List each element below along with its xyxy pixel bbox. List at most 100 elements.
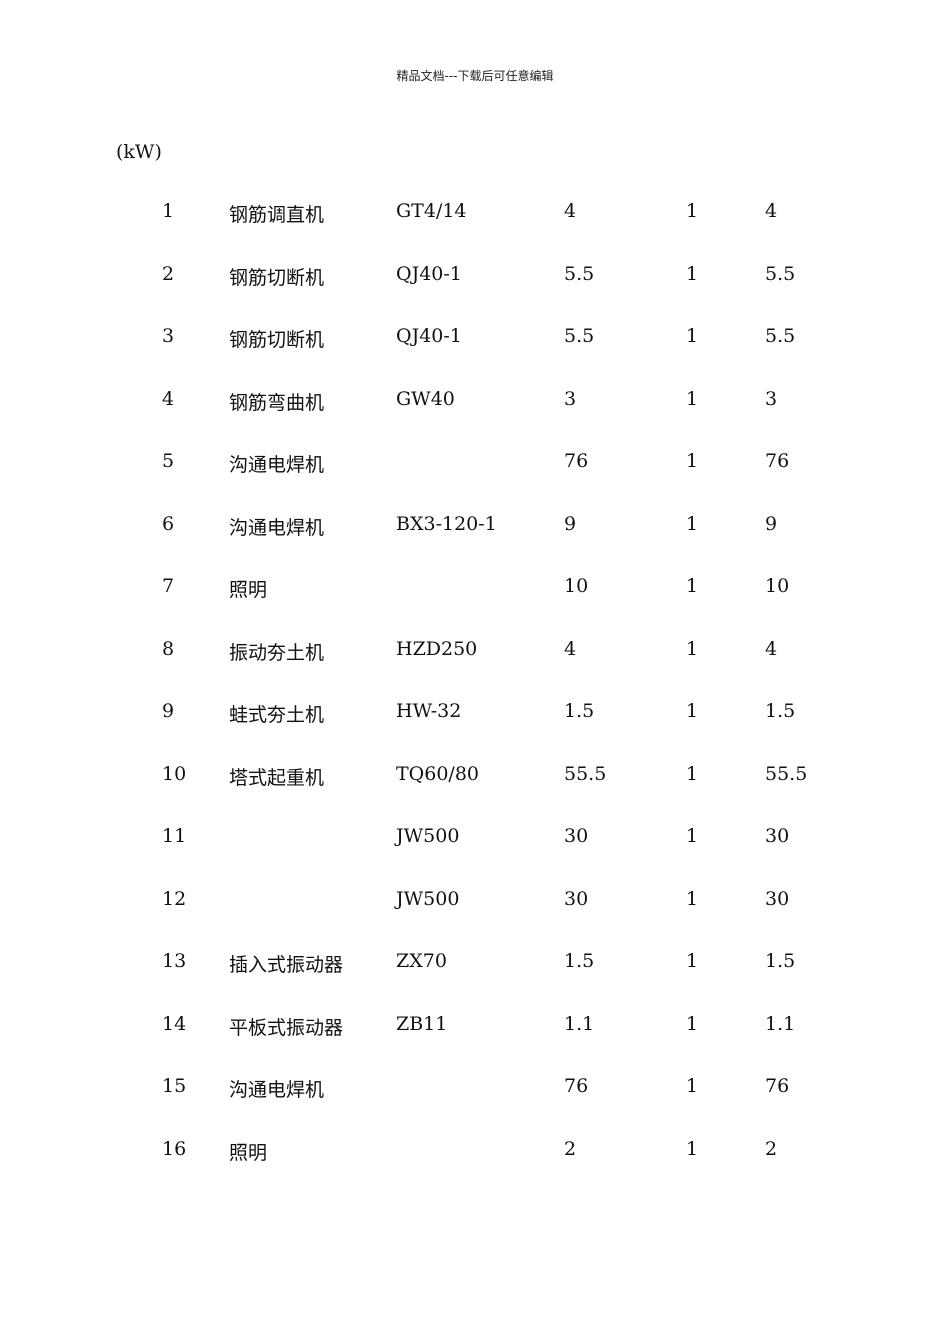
rated-power: 9 xyxy=(564,512,577,535)
rated-power: 76 xyxy=(564,1075,589,1097)
model: ZX70 xyxy=(396,950,447,972)
equipment-name: 平板式振动器 xyxy=(229,1016,344,1039)
equipment-name: 钢筋调直机 xyxy=(229,204,325,226)
total-power: 9 xyxy=(765,512,778,535)
quantity: 1 xyxy=(686,575,699,597)
table-row: 15 沟通电焊机 76 1 76 xyxy=(0,1075,950,1101)
total-power: 3 xyxy=(765,387,778,410)
total-power: 30 xyxy=(765,825,790,847)
rated-power: 3 xyxy=(564,387,577,410)
model: HW-32 xyxy=(396,700,462,722)
total-power: 1.5 xyxy=(765,950,796,972)
row-number: 7 xyxy=(162,575,175,597)
total-power: 1.5 xyxy=(765,700,796,722)
model: JW500 xyxy=(396,887,460,910)
quantity: 1 xyxy=(686,950,699,972)
quantity: 1 xyxy=(686,762,699,785)
quantity: 1 xyxy=(686,1012,699,1035)
table-row: 1 钢筋调直机 GT4/14 4 1 4 xyxy=(0,200,950,226)
rated-power: 55.5 xyxy=(564,762,607,785)
model: GT4/14 xyxy=(396,200,467,222)
row-number: 15 xyxy=(162,1075,187,1097)
total-power: 55.5 xyxy=(765,762,808,785)
table-row: 16 照明 2 1 2 xyxy=(0,1138,950,1164)
table-row: 3 钢筋切断机 QJ40-1 5.5 1 5.5 xyxy=(0,325,950,351)
total-power: 76 xyxy=(765,450,790,472)
total-power: 30 xyxy=(765,887,790,910)
total-power: 1.1 xyxy=(765,1012,796,1035)
row-number: 6 xyxy=(162,512,175,535)
rated-power: 1.1 xyxy=(564,1012,595,1035)
equipment-name: 插入式振动器 xyxy=(229,954,344,976)
rated-power: 2 xyxy=(564,1137,577,1160)
equipment-name: 振动夯土机 xyxy=(229,641,325,664)
model: TQ60/80 xyxy=(396,762,480,785)
table-row: 14 平板式振动器 ZB11 1.1 1 1.1 xyxy=(0,1013,950,1039)
quantity: 1 xyxy=(686,1137,699,1160)
rated-power: 4 xyxy=(564,637,577,660)
quantity: 1 xyxy=(686,887,699,910)
rated-power: 10 xyxy=(564,575,589,597)
quantity: 1 xyxy=(686,637,699,660)
unit-label: (kW) xyxy=(116,141,162,163)
total-power: 4 xyxy=(765,200,778,222)
rated-power: 5.5 xyxy=(564,325,595,347)
quantity: 1 xyxy=(686,325,699,347)
model: QJ40-1 xyxy=(396,262,462,285)
row-number: 11 xyxy=(162,825,187,847)
table-row: 8 振动夯土机 HZD250 4 1 4 xyxy=(0,638,950,664)
total-power: 5.5 xyxy=(765,325,796,347)
row-number: 5 xyxy=(162,450,175,472)
equipment-name: 照明 xyxy=(229,579,268,601)
equipment-name: 沟通电焊机 xyxy=(229,516,325,539)
quantity: 1 xyxy=(686,450,699,472)
model: BX3-120-1 xyxy=(396,512,497,535)
row-number: 12 xyxy=(162,887,187,910)
rated-power: 5.5 xyxy=(564,262,595,285)
equipment-name: 沟通电焊机 xyxy=(229,1079,325,1101)
table-row: 4 钢筋弯曲机 GW40 3 1 3 xyxy=(0,388,950,414)
equipment-name: 塔式起重机 xyxy=(229,766,325,789)
equipment-name: 钢筋切断机 xyxy=(229,266,325,289)
model: HZD250 xyxy=(396,637,478,660)
total-power: 4 xyxy=(765,637,778,660)
quantity: 1 xyxy=(686,262,699,285)
quantity: 1 xyxy=(686,825,699,847)
equipment-name: 沟通电焊机 xyxy=(229,454,325,476)
quantity: 1 xyxy=(686,700,699,722)
row-number: 10 xyxy=(162,762,187,785)
row-number: 3 xyxy=(162,325,175,347)
model: QJ40-1 xyxy=(396,325,462,347)
table-row: 2 钢筋切断机 QJ40-1 5.5 1 5.5 xyxy=(0,263,950,289)
table-row: 13 插入式振动器 ZX70 1.5 1 1.5 xyxy=(0,950,950,976)
rated-power: 76 xyxy=(564,450,589,472)
rated-power: 30 xyxy=(564,887,589,910)
table-row: 9 蛙式夯土机 HW-32 1.5 1 1.5 xyxy=(0,700,950,726)
rated-power: 30 xyxy=(564,825,589,847)
row-number: 16 xyxy=(162,1137,187,1160)
quantity: 1 xyxy=(686,512,699,535)
quantity: 1 xyxy=(686,200,699,222)
row-number: 13 xyxy=(162,950,187,972)
total-power: 2 xyxy=(765,1137,778,1160)
equipment-name: 钢筋弯曲机 xyxy=(229,391,325,414)
page-header: 精品文档---下载后可任意编辑 xyxy=(396,69,554,83)
table-row: 10 塔式起重机 TQ60/80 55.5 1 55.5 xyxy=(0,763,950,789)
total-power: 10 xyxy=(765,575,790,597)
equipment-name: 钢筋切断机 xyxy=(229,329,325,351)
quantity: 1 xyxy=(686,1075,699,1097)
row-number: 1 xyxy=(162,200,175,222)
row-number: 14 xyxy=(162,1012,187,1035)
row-number: 4 xyxy=(162,387,175,410)
model: JW500 xyxy=(396,825,460,847)
table-row: 12 JW500 30 1 30 xyxy=(0,888,950,914)
model: GW40 xyxy=(396,387,455,410)
total-power: 5.5 xyxy=(765,262,796,285)
table-row: 6 沟通电焊机 BX3-120-1 9 1 9 xyxy=(0,513,950,539)
equipment-name: 照明 xyxy=(229,1141,268,1164)
table-row: 11 JW500 30 1 30 xyxy=(0,825,950,851)
row-number: 9 xyxy=(162,700,175,722)
table-row: 5 沟通电焊机 76 1 76 xyxy=(0,450,950,476)
quantity: 1 xyxy=(686,387,699,410)
equipment-name: 蛙式夯土机 xyxy=(229,704,325,726)
